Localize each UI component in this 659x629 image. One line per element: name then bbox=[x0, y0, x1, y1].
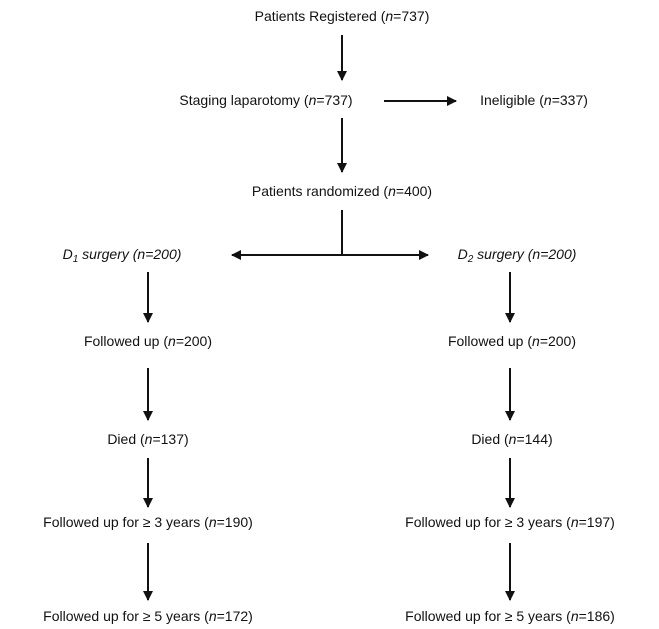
label-part: Followed up ( bbox=[448, 333, 532, 349]
label-part: =190) bbox=[217, 514, 253, 530]
node: Died (n=137) bbox=[107, 431, 188, 447]
label-part: =172) bbox=[217, 608, 253, 624]
label-part: =737) bbox=[393, 8, 429, 24]
label-part: n bbox=[509, 431, 517, 447]
node: Staging laparotomy (n=737) bbox=[179, 92, 352, 108]
label-part: n bbox=[388, 183, 396, 199]
label-part: =144) bbox=[516, 431, 552, 447]
label-part: n bbox=[571, 514, 579, 530]
label-part: Patients Registered ( bbox=[255, 8, 386, 24]
label-part: Patients randomized ( bbox=[252, 183, 389, 199]
label-part: n bbox=[385, 8, 393, 24]
node: D1 surgery (n=200) bbox=[63, 246, 182, 265]
label-part: Died ( bbox=[107, 431, 145, 447]
label-part: 1 bbox=[73, 254, 79, 265]
node: Followed up (n=200) bbox=[84, 333, 212, 349]
label-part: Ineligible ( bbox=[480, 92, 544, 108]
node: Followed up for ≥ 3 years (n=197) bbox=[405, 514, 615, 530]
label-part: n bbox=[544, 92, 552, 108]
node: Patients Registered (n=737) bbox=[255, 8, 430, 24]
label-part: n bbox=[145, 431, 153, 447]
label-part: =737) bbox=[316, 92, 352, 108]
label-part: Followed up for ≥ 3 years ( bbox=[43, 514, 209, 530]
label-part: =337) bbox=[552, 92, 588, 108]
label-part: =186) bbox=[579, 608, 615, 624]
label-part: n bbox=[209, 608, 217, 624]
label-part: =197) bbox=[579, 514, 615, 530]
label-part: =200) bbox=[176, 333, 212, 349]
label-part: surgery (n=200) bbox=[78, 246, 181, 262]
label-part: D bbox=[458, 246, 468, 262]
label-part: Died ( bbox=[471, 431, 509, 447]
node: D2 surgery (n=200) bbox=[458, 246, 577, 265]
node: Patients randomized (n=400) bbox=[252, 183, 432, 199]
label-part: =137) bbox=[152, 431, 188, 447]
label-part: n bbox=[168, 333, 176, 349]
label-part: n bbox=[209, 514, 217, 530]
label-part: Followed up for ≥ 3 years ( bbox=[405, 514, 571, 530]
label-part: Followed up ( bbox=[84, 333, 168, 349]
node: Ineligible (n=337) bbox=[480, 92, 588, 108]
label-part: 2 bbox=[467, 254, 474, 265]
label-part: n bbox=[532, 333, 540, 349]
label-part: n bbox=[309, 92, 317, 108]
node: Followed up for ≥ 5 years (n=172) bbox=[43, 608, 253, 624]
label-part: =400) bbox=[396, 183, 432, 199]
label-part: surgery (n=200) bbox=[473, 246, 576, 262]
node: Followed up (n=200) bbox=[448, 333, 576, 349]
label-part: Staging laparotomy ( bbox=[179, 92, 309, 108]
label-part: Followed up for ≥ 5 years ( bbox=[405, 608, 571, 624]
label-part: Followed up for ≥ 5 years ( bbox=[43, 608, 209, 624]
label-part: =200) bbox=[540, 333, 576, 349]
label-part: D bbox=[63, 246, 73, 262]
node: Followed up for ≥ 5 years (n=186) bbox=[405, 608, 615, 624]
arrows bbox=[143, 35, 515, 601]
node: Died (n=144) bbox=[471, 431, 552, 447]
node: Followed up for ≥ 3 years (n=190) bbox=[43, 514, 253, 530]
label-part: n bbox=[571, 608, 579, 624]
